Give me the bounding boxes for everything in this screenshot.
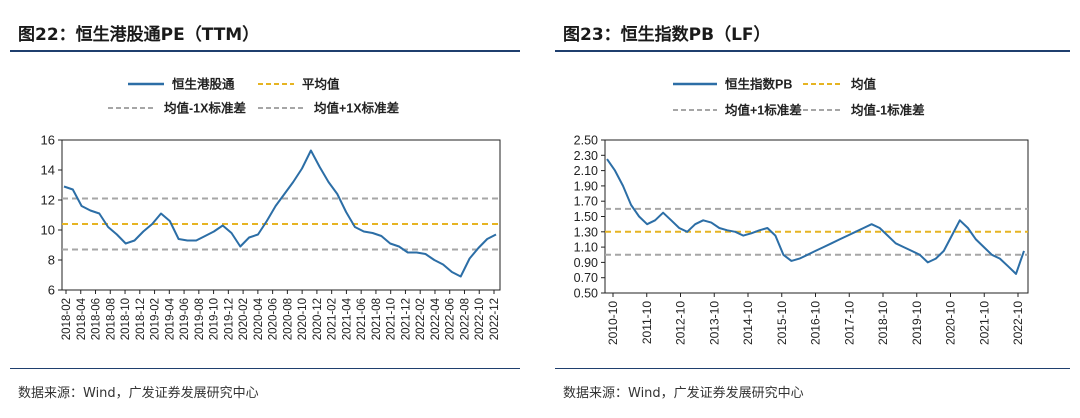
x-tick-label: 2019-08: [194, 298, 206, 340]
legend-label-plus: 均值+1标准差: [725, 103, 802, 118]
x-tick-label: 2022-12: [489, 298, 501, 340]
x-tick-label: 2020-04: [253, 297, 265, 340]
legend-label-series: 恒生指数PB: [725, 77, 792, 92]
x-tick-label: 2019-06: [179, 298, 191, 340]
x-tick-label: 2022-10: [474, 298, 486, 340]
x-tick-label: 2021-10: [386, 298, 398, 340]
x-tick-label: 2020-10: [944, 301, 958, 345]
left-chart-panel: 图22：恒生港股通PE（TTM） 恒生港股通 平均值均值-1X标准差 均值+1X标准…: [0, 0, 530, 418]
y-tick-label: 2.50: [574, 134, 598, 148]
x-tick-label: 2018-12: [135, 298, 147, 340]
y-tick-label: 2.30: [574, 149, 598, 163]
x-tick-label: 2018-02: [61, 298, 73, 340]
source-note: 数据来源：Wind，广发证券发展研究中心: [563, 386, 804, 401]
x-tick-label: 2021-04: [341, 297, 353, 340]
x-tick-label: 2019-10: [910, 301, 924, 345]
x-tick-label: 2015-10: [775, 301, 789, 345]
x-tick-label: 2022-08: [459, 298, 471, 340]
x-tick-label: 2021-02: [327, 298, 339, 340]
y-tick-label: 1.50: [574, 210, 598, 224]
legend-label-series: 恒生港股通: [172, 77, 235, 92]
x-tick-label: 2019-04: [164, 297, 176, 340]
x-tick-label: 2021-10: [977, 301, 991, 345]
x-tick-label: 2018-10: [120, 298, 132, 340]
x-tick-label: 2012-10: [674, 301, 688, 345]
y-tick-label: 0.50: [574, 287, 598, 301]
x-tick-label: 2020-10: [297, 298, 309, 340]
y-tick-label: 6: [48, 283, 55, 298]
chart-title: 图22：恒生港股通PE（TTM）: [18, 25, 260, 45]
x-tick-label: 2018-04: [76, 297, 88, 340]
series-line: [63, 149, 497, 278]
plot-frame: [61, 139, 501, 291]
legend-label-minus: 均值-1标准差: [851, 103, 925, 118]
x-tick-label: 2021-08: [371, 298, 383, 340]
title-divider: [10, 50, 520, 52]
y-tick-label: 14: [41, 163, 55, 178]
x-tick-label: 2021-06: [356, 298, 368, 340]
x-tick-label: 2022-06: [445, 298, 457, 340]
x-tick-label: 2019-10: [209, 298, 221, 340]
legend-label-mean: 平均值: [302, 77, 340, 92]
legend-label-minus: 均值-1X标准差: [164, 101, 246, 116]
x-tick-label: 2021-12: [400, 298, 412, 340]
x-tick-label: 2022-10: [1011, 301, 1025, 345]
y-tick-label: 8: [48, 253, 55, 268]
right-chart-panel: 图23：恒生指数PB（LF） 恒生指数PB 均值均值+1标准差 均值-1标准差 0.5…: [545, 0, 1080, 418]
y-tick-label: 2.10: [574, 164, 598, 178]
x-tick-label: 2017-10: [842, 301, 856, 345]
x-tick-label: 2010-10: [606, 301, 620, 345]
y-tick-label: 12: [41, 193, 55, 208]
y-tick-label: 1.90: [574, 179, 598, 193]
source-divider: [555, 368, 1070, 369]
x-tick-label: 2013-10: [707, 301, 721, 345]
x-tick-label: 2018-10: [876, 301, 890, 345]
y-tick-label: 0.70: [574, 271, 598, 285]
x-tick-label: 2018-06: [91, 298, 103, 340]
series-line: [606, 158, 1025, 275]
source-note: 数据来源：Wind，广发证券发展研究中心: [18, 386, 259, 401]
y-tick-label: 10: [41, 223, 55, 238]
chart-title: 图23：恒生指数PB（LF）: [563, 25, 771, 45]
x-tick-label: 2011-10: [640, 301, 654, 344]
x-tick-label: 2019-12: [223, 298, 235, 340]
legend-label-mean: 均值: [851, 77, 877, 92]
x-tick-label: 2020-06: [268, 298, 280, 340]
y-tick-label: 1.10: [574, 241, 598, 255]
source-divider: [10, 368, 520, 369]
x-tick-label: 2020-08: [282, 298, 294, 340]
x-tick-label: 2014-10: [741, 301, 755, 345]
x-tick-label: 2019-02: [150, 298, 162, 340]
x-tick-label: 2022-04: [430, 297, 442, 340]
x-tick-label: 2022-02: [415, 298, 427, 340]
y-tick-label: 1.70: [574, 195, 598, 209]
y-tick-label: 1.30: [574, 225, 598, 239]
y-tick-label: 16: [41, 133, 55, 148]
x-tick-label: 2016-10: [809, 301, 823, 345]
x-tick-label: 2018-08: [105, 298, 117, 340]
legend-label-plus: 均值+1X标准差: [314, 101, 399, 116]
x-tick-label: 2020-12: [312, 298, 324, 340]
title-divider: [555, 50, 1070, 52]
x-tick-label: 2020-02: [238, 298, 250, 340]
y-tick-label: 0.90: [574, 256, 598, 270]
